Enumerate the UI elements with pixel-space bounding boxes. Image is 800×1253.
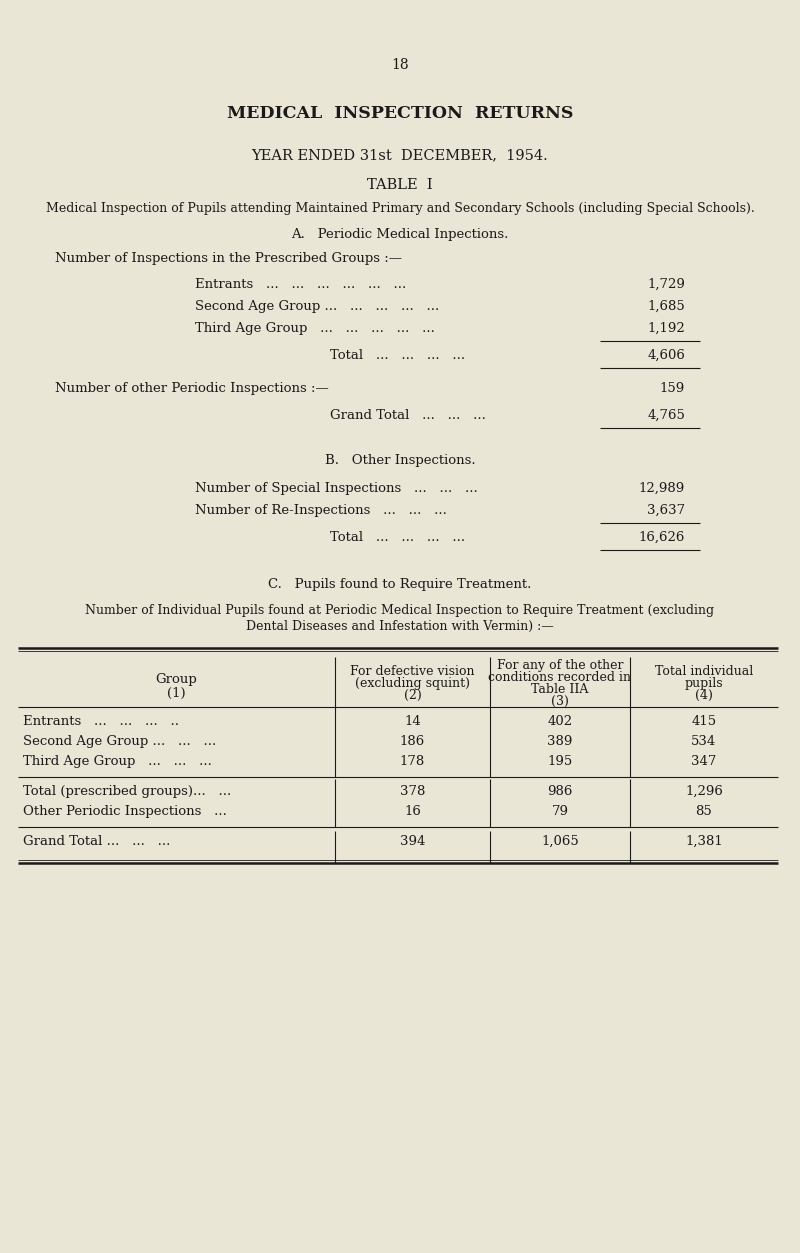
Text: Table IIA: Table IIA <box>531 683 589 695</box>
Text: MEDICAL  INSPECTION  RETURNS: MEDICAL INSPECTION RETURNS <box>227 105 573 122</box>
Text: Total (prescribed groups)...   ...: Total (prescribed groups)... ... <box>23 784 231 798</box>
Text: 12,989: 12,989 <box>638 482 685 495</box>
Text: 1,065: 1,065 <box>541 834 579 848</box>
Text: Total individual: Total individual <box>655 665 753 678</box>
Text: For any of the other: For any of the other <box>497 659 623 672</box>
Text: 186: 186 <box>400 736 425 748</box>
Text: Entrants   ...   ...   ...   ..: Entrants ... ... ... .. <box>23 715 179 728</box>
Text: For defective vision: For defective vision <box>350 665 474 678</box>
Text: Number of Re-Inspections   ...   ...   ...: Number of Re-Inspections ... ... ... <box>195 504 447 517</box>
Text: (4): (4) <box>695 689 713 702</box>
Text: Number of Special Inspections   ...   ...   ...: Number of Special Inspections ... ... ..… <box>195 482 478 495</box>
Text: 1,192: 1,192 <box>647 322 685 335</box>
Text: 1,685: 1,685 <box>647 299 685 313</box>
Text: 79: 79 <box>551 804 569 818</box>
Text: 1,296: 1,296 <box>685 784 723 798</box>
Text: pupils: pupils <box>685 677 723 690</box>
Text: C.   Pupils found to Require Treatment.: C. Pupils found to Require Treatment. <box>268 578 532 591</box>
Text: (1): (1) <box>167 687 186 700</box>
Text: 402: 402 <box>547 715 573 728</box>
Text: TABLE  I: TABLE I <box>367 178 433 192</box>
Text: 14: 14 <box>404 715 421 728</box>
Text: YEAR ENDED 31st  DECEMBER,  1954.: YEAR ENDED 31st DECEMBER, 1954. <box>252 148 548 162</box>
Text: Other Periodic Inspections   ...: Other Periodic Inspections ... <box>23 804 227 818</box>
Text: Total   ...   ...   ...   ...: Total ... ... ... ... <box>330 350 465 362</box>
Text: Group: Group <box>156 673 198 685</box>
Text: 85: 85 <box>696 804 712 818</box>
Text: (2): (2) <box>404 689 422 702</box>
Text: 3,637: 3,637 <box>647 504 685 517</box>
Text: 986: 986 <box>547 784 573 798</box>
Text: 16: 16 <box>404 804 421 818</box>
Text: (3): (3) <box>551 695 569 708</box>
Text: 347: 347 <box>691 756 717 768</box>
Text: Grand Total   ...   ...   ...: Grand Total ... ... ... <box>330 408 486 422</box>
Text: conditions recorded in: conditions recorded in <box>489 672 631 684</box>
Text: 415: 415 <box>691 715 717 728</box>
Text: B.   Other Inspections.: B. Other Inspections. <box>325 454 475 467</box>
Text: Dental Diseases and Infestation with Vermin) :—: Dental Diseases and Infestation with Ver… <box>246 620 554 633</box>
Text: Third Age Group   ...   ...   ...   ...   ...: Third Age Group ... ... ... ... ... <box>195 322 435 335</box>
Text: Third Age Group   ...   ...   ...: Third Age Group ... ... ... <box>23 756 212 768</box>
Text: 178: 178 <box>400 756 425 768</box>
Text: 18: 18 <box>391 58 409 71</box>
Text: 16,626: 16,626 <box>638 531 685 544</box>
Text: Number of Individual Pupils found at Periodic Medical Inspection to Require Trea: Number of Individual Pupils found at Per… <box>86 604 714 616</box>
Text: Total   ...   ...   ...   ...: Total ... ... ... ... <box>330 531 465 544</box>
Text: 159: 159 <box>660 382 685 395</box>
Text: Number of other Periodic Inspections :—: Number of other Periodic Inspections :— <box>55 382 329 395</box>
Text: 1,729: 1,729 <box>647 278 685 291</box>
Text: Second Age Group ...   ...   ...   ...   ...: Second Age Group ... ... ... ... ... <box>195 299 439 313</box>
Text: Grand Total ...   ...   ...: Grand Total ... ... ... <box>23 834 170 848</box>
Text: 394: 394 <box>400 834 425 848</box>
Text: 4,606: 4,606 <box>647 350 685 362</box>
Text: Number of Inspections in the Prescribed Groups :—: Number of Inspections in the Prescribed … <box>55 252 402 264</box>
Text: 4,765: 4,765 <box>647 408 685 422</box>
Text: 1,381: 1,381 <box>685 834 723 848</box>
Text: 378: 378 <box>400 784 425 798</box>
Text: 389: 389 <box>547 736 573 748</box>
Text: (excluding squint): (excluding squint) <box>355 677 470 690</box>
Text: 195: 195 <box>547 756 573 768</box>
Text: A.   Periodic Medical Inpections.: A. Periodic Medical Inpections. <box>291 228 509 241</box>
Text: Second Age Group ...   ...   ...: Second Age Group ... ... ... <box>23 736 216 748</box>
Text: Medical Inspection of Pupils attending Maintained Primary and Secondary Schools : Medical Inspection of Pupils attending M… <box>46 202 754 216</box>
Text: Entrants   ...   ...   ...   ...   ...   ...: Entrants ... ... ... ... ... ... <box>195 278 406 291</box>
Text: 534: 534 <box>691 736 717 748</box>
